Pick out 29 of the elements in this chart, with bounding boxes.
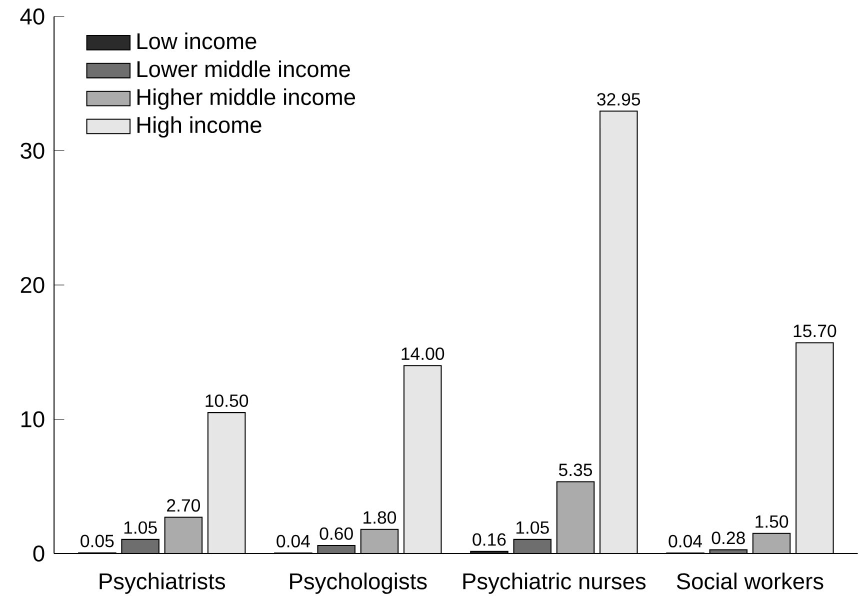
data-label: 1.80 <box>364 511 396 524</box>
x-tick-label: Psychiatrists <box>100 572 226 594</box>
data-label: 0.04 <box>276 534 310 548</box>
y-tick-label: 30 <box>20 142 44 159</box>
x-tick-label: Psychiatric nurses <box>463 572 646 594</box>
data-label: 1.50 <box>756 515 788 528</box>
legend-label: High income <box>137 116 262 138</box>
data-label: 0.05 <box>80 534 114 548</box>
data-label: 32.95 <box>597 92 640 106</box>
y-tick-label: 0 <box>33 545 44 562</box>
data-label: 2.70 <box>167 499 200 512</box>
data-label: 14.00 <box>402 347 444 360</box>
data-label: 0.16 <box>472 533 506 546</box>
data-label: 0.28 <box>712 532 745 544</box>
data-label: 0.04 <box>668 534 702 548</box>
data-label: 10.50 <box>206 394 248 407</box>
data-label: 15.70 <box>794 324 836 338</box>
x-tick-label: Psychologists <box>290 572 427 594</box>
y-tick-label: 20 <box>20 276 44 293</box>
x-tick-label: Social workers <box>676 572 824 590</box>
y-tick-label: 10 <box>22 411 44 428</box>
data-label: 1.05 <box>124 521 157 534</box>
legend-label: Lower middle income <box>137 60 350 78</box>
y-tick-label: 40 <box>20 8 44 24</box>
legend-label: Low income <box>137 32 256 50</box>
legend-label: Higher middle income <box>137 88 356 110</box>
data-label: 1.05 <box>516 521 549 534</box>
data-label: 5.35 <box>558 463 592 476</box>
data-label: 0.60 <box>320 527 353 540</box>
